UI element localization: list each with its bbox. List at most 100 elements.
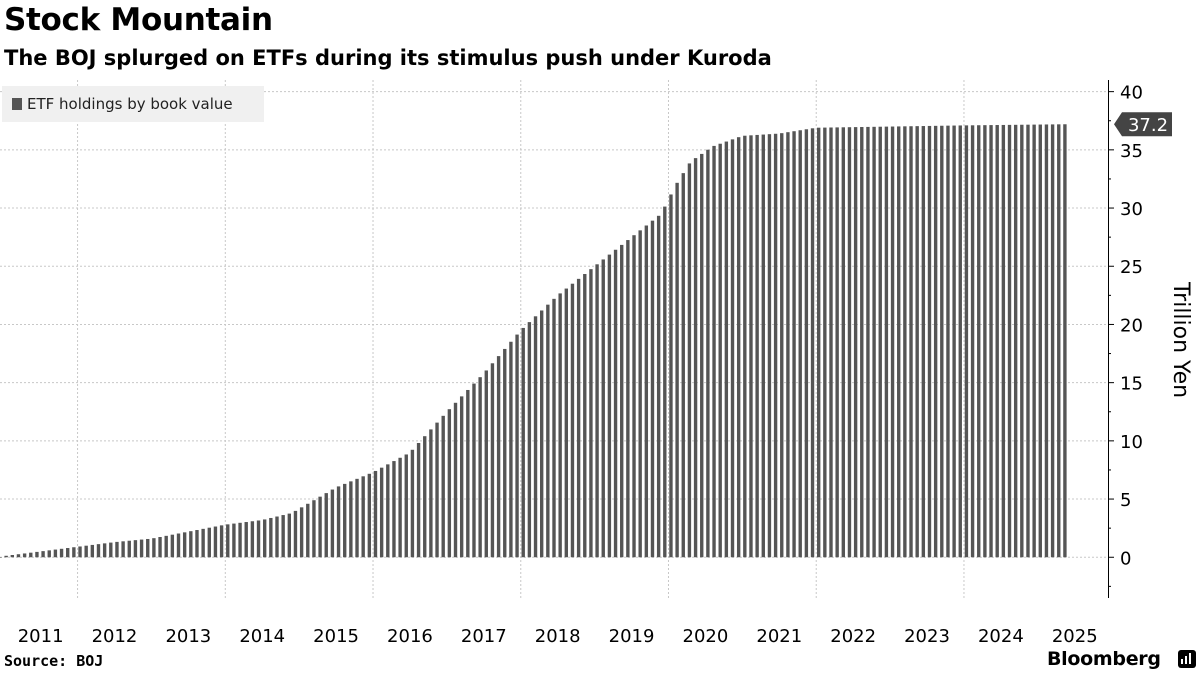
x-tick-label: 2018 — [535, 626, 581, 647]
bar — [1020, 124, 1024, 558]
bar — [195, 530, 199, 558]
bar — [459, 396, 464, 558]
bar — [749, 135, 753, 558]
bar — [983, 125, 987, 558]
bar — [256, 520, 261, 558]
x-tick-label: 2013 — [165, 626, 211, 647]
bar — [841, 127, 846, 558]
bar — [1007, 124, 1012, 558]
x-tick-label: 2016 — [387, 626, 433, 647]
bar — [804, 129, 809, 558]
bar — [601, 259, 605, 558]
bar — [441, 415, 445, 558]
x-tick-label: 2017 — [461, 626, 507, 647]
x-tick-label: 2011 — [18, 626, 64, 647]
bar — [416, 442, 421, 558]
legend-label: ETF holdings by book value — [27, 95, 233, 113]
bar — [281, 515, 285, 558]
bar — [78, 546, 82, 558]
bloomberg-terminal-icon — [1178, 650, 1196, 668]
bar — [570, 283, 575, 558]
bar — [816, 127, 821, 558]
bar — [810, 128, 815, 558]
bar — [146, 538, 150, 558]
bar — [306, 503, 310, 558]
bar — [773, 133, 778, 558]
bar — [989, 125, 993, 558]
bar — [644, 225, 649, 558]
bar — [0, 557, 2, 558]
bar — [84, 545, 88, 558]
bar — [207, 527, 211, 558]
bar — [115, 541, 119, 558]
y-tick-label: 20 — [1120, 315, 1143, 336]
bar — [897, 126, 901, 558]
bar — [595, 264, 599, 558]
bar — [650, 220, 655, 558]
last-value-label: 37.2 — [1128, 115, 1168, 136]
y-axis: 0 5 10 15 20 25 30 35 40 — [1108, 80, 1143, 598]
bar — [102, 543, 107, 558]
bar — [59, 548, 64, 558]
bar — [712, 145, 716, 558]
bar — [681, 173, 685, 558]
bar — [687, 163, 692, 558]
bar — [515, 334, 519, 558]
bar-series — [0, 124, 1067, 558]
chart-title: Stock Mountain — [4, 2, 273, 38]
bar — [16, 554, 21, 558]
y-tick-label: 40 — [1120, 83, 1143, 104]
x-tick-label: 2012 — [92, 626, 138, 647]
bar — [472, 383, 476, 558]
bar — [663, 206, 667, 558]
bar — [915, 126, 919, 558]
bar — [189, 531, 193, 558]
y-tick-label: 35 — [1120, 141, 1143, 162]
x-tick-label: 2025 — [1052, 626, 1098, 647]
bar — [718, 143, 722, 558]
bar — [29, 552, 33, 558]
bar — [127, 540, 131, 558]
bar — [176, 533, 181, 558]
bar — [392, 461, 396, 558]
bar — [503, 348, 507, 558]
bar — [453, 402, 458, 558]
bar — [484, 370, 488, 558]
bar — [96, 544, 101, 558]
bar — [312, 500, 316, 558]
bar — [318, 496, 322, 558]
bar — [940, 125, 944, 558]
bar — [933, 125, 938, 558]
bar — [213, 526, 218, 558]
bar — [72, 547, 76, 558]
bloomberg-logo: Bloomberg — [1047, 648, 1161, 670]
bar — [423, 436, 427, 558]
bar — [269, 517, 273, 558]
x-tick-label: 2015 — [313, 626, 359, 647]
bar — [792, 131, 796, 558]
y-tick-label: 0 — [1120, 548, 1131, 569]
chart-subtitle: The BOJ splurged on ETFs during its stim… — [4, 46, 772, 70]
bar — [952, 125, 956, 558]
bar — [509, 341, 513, 558]
bar — [521, 327, 525, 558]
bar — [558, 293, 562, 558]
bar — [1057, 124, 1061, 558]
bar — [429, 429, 433, 558]
y-tick-label: 25 — [1120, 257, 1143, 278]
bar — [656, 215, 661, 558]
bar — [490, 363, 495, 558]
x-tick-label: 2020 — [683, 626, 729, 647]
bar — [847, 127, 852, 558]
bar — [133, 540, 138, 558]
bar — [238, 522, 242, 558]
bar — [219, 525, 224, 558]
bar — [946, 125, 950, 558]
bar — [152, 538, 156, 558]
bar — [90, 544, 95, 558]
x-tick-label: 2021 — [756, 626, 802, 647]
bar — [730, 139, 735, 558]
bar — [435, 422, 439, 558]
bar — [767, 134, 772, 558]
